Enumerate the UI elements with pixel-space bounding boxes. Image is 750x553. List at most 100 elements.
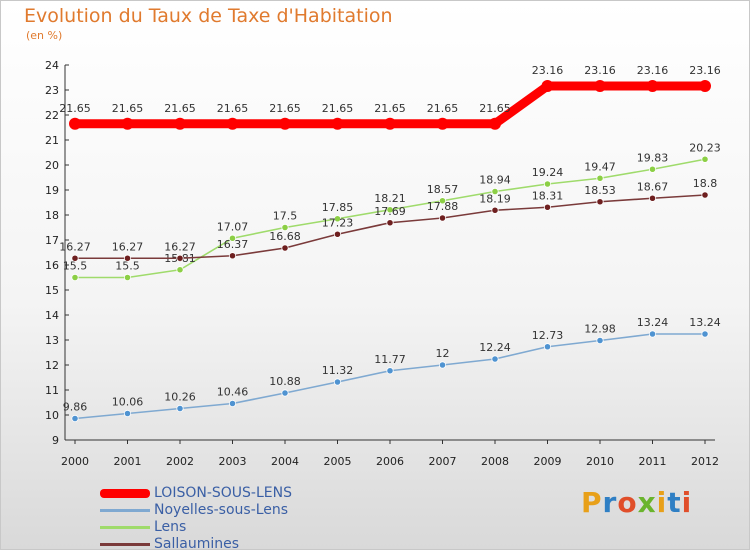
series-lens: 15.515.515.8117.0717.517.8518.2118.5718.… — [63, 141, 721, 282]
data-label: 21.65 — [427, 102, 459, 115]
data-point — [71, 273, 79, 282]
data-label: 11.77 — [374, 353, 406, 366]
y-tick-label: 11 — [45, 384, 59, 397]
legend-label: Lens — [154, 519, 187, 535]
data-point — [543, 343, 552, 351]
data-label: 19.83 — [637, 151, 669, 164]
data-label: 21.65 — [164, 102, 196, 115]
data-label: 12.73 — [532, 329, 564, 342]
data-label: 17.07 — [217, 220, 249, 233]
data-point — [541, 80, 554, 92]
data-label: 15.5 — [115, 260, 140, 273]
data-label: 16.27 — [164, 240, 196, 253]
data-point — [596, 336, 604, 345]
data-label: 21.65 — [479, 102, 511, 115]
data-label: 15.5 — [63, 260, 88, 273]
y-tick-label: 14 — [45, 309, 59, 322]
data-point — [491, 187, 499, 196]
data-label: 12.98 — [584, 323, 616, 336]
logo-letter: t — [667, 486, 682, 519]
data-label: 17.69 — [374, 205, 406, 218]
data-label: 10.06 — [112, 396, 144, 409]
series-line — [74, 333, 706, 420]
logo-letter: i — [656, 486, 668, 519]
data-label: 13.24 — [689, 316, 721, 329]
data-point — [71, 254, 79, 262]
data-point — [386, 206, 394, 214]
data-point — [281, 244, 289, 252]
data-point — [121, 117, 134, 130]
data-point — [648, 330, 657, 338]
data-label: 18.67 — [637, 180, 669, 193]
x-tick-label: 2003 — [219, 455, 247, 468]
legend-swatch — [100, 543, 150, 546]
data-label: 9.86 — [63, 401, 88, 414]
data-label: 21.65 — [59, 102, 91, 115]
data-point — [228, 252, 237, 260]
data-point — [123, 273, 132, 282]
data-label: 18.8 — [693, 177, 718, 190]
data-label: 18.53 — [584, 184, 616, 197]
data-point — [123, 409, 132, 418]
data-point — [596, 174, 604, 182]
x-tick-label: 2008 — [481, 455, 509, 468]
data-label: 21.65 — [269, 102, 301, 115]
x-tick-label: 2007 — [429, 455, 457, 468]
data-label: 21.65 — [374, 102, 406, 115]
data-point — [176, 404, 184, 413]
data-point — [331, 117, 344, 130]
y-tick-label: 19 — [45, 184, 59, 197]
data-label: 23.16 — [689, 64, 721, 77]
data-label: 21.65 — [217, 102, 249, 115]
y-tick-label: 15 — [45, 284, 59, 297]
chart-unit-label: (en %) — [26, 29, 63, 42]
data-label: 17.85 — [322, 201, 354, 214]
x-tick-label: 2001 — [114, 455, 142, 468]
y-tick-label: 13 — [45, 334, 59, 347]
data-label: 10.88 — [269, 375, 301, 388]
data-point — [176, 266, 184, 274]
data-label: 10.46 — [217, 386, 249, 399]
y-tick-label: 24 — [45, 59, 59, 72]
data-point — [701, 330, 709, 338]
data-label: 18.21 — [374, 192, 406, 205]
legend-swatch — [100, 489, 150, 498]
legend-swatch — [100, 526, 150, 529]
data-point — [176, 254, 184, 262]
data-label: 23.16 — [637, 64, 669, 77]
legend-label: LOISON-SOUS-LENS — [154, 485, 292, 501]
data-label: 16.27 — [112, 240, 144, 253]
logo-letter: i — [681, 486, 693, 519]
data-label: 23.16 — [532, 64, 564, 77]
data-point — [489, 117, 501, 130]
data-point — [174, 117, 186, 130]
data-label: 17.23 — [322, 216, 354, 229]
data-label: 21.65 — [112, 102, 144, 115]
y-tick-label: 16 — [45, 259, 59, 272]
data-point — [543, 203, 552, 211]
data-point — [69, 117, 81, 130]
data-point — [491, 355, 499, 363]
x-tick-label: 2000 — [61, 455, 89, 468]
y-tick-label: 22 — [45, 109, 59, 122]
legend-label: Noyelles-sous-Lens — [154, 502, 289, 518]
x-tick-label: 2012 — [691, 455, 719, 468]
data-label: 13.24 — [637, 316, 669, 329]
data-point — [594, 80, 606, 92]
logo-letter: x — [637, 486, 657, 519]
data-point — [386, 219, 394, 227]
data-point — [701, 155, 709, 163]
data-point — [386, 367, 394, 375]
data-point — [279, 117, 291, 130]
data-point — [226, 117, 239, 130]
x-tick-label: 2002 — [166, 455, 194, 468]
data-point — [648, 165, 657, 173]
y-tick-label: 9 — [52, 434, 59, 447]
data-label: 21.65 — [322, 102, 354, 115]
data-label: 19.47 — [584, 160, 616, 173]
data-label: 18.19 — [479, 192, 511, 205]
x-tick-label: 2010 — [586, 455, 614, 468]
data-label: 16.27 — [59, 240, 91, 253]
data-label: 10.26 — [164, 391, 196, 404]
